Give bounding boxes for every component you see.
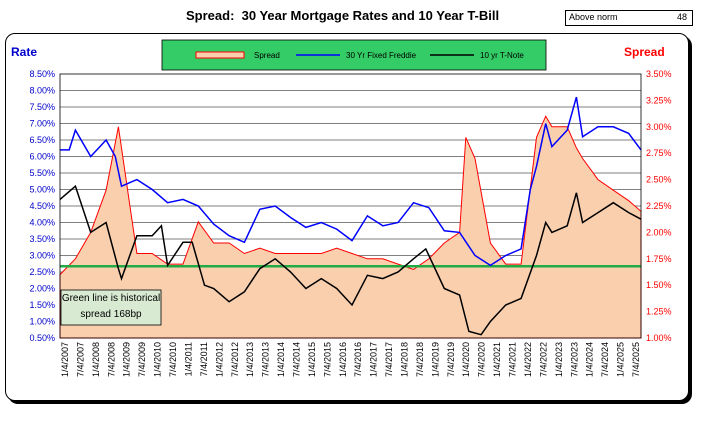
x-tick-label: 1/4/2011 xyxy=(183,342,193,376)
x-tick-label: 7/4/2013 xyxy=(261,342,271,377)
left-tick-label: 3.00% xyxy=(29,251,55,261)
right-tick-label: 2.00% xyxy=(646,227,672,237)
chart-title: Spread: 30 Year Mortgage Rates and 10 Ye… xyxy=(186,8,500,23)
x-tick-label: 1/4/2015 xyxy=(307,342,317,377)
left-tick-label: 8.50% xyxy=(29,69,55,79)
x-tick-label: 7/4/2020 xyxy=(477,342,487,377)
right-tick-label: 3.00% xyxy=(646,122,672,132)
left-tick-label: 5.00% xyxy=(29,185,55,195)
x-tick-label: 1/4/2023 xyxy=(554,342,564,377)
x-tick-label: 7/4/2021 xyxy=(508,342,518,377)
right-tick-label: 2.25% xyxy=(646,201,672,211)
x-tick-label: 7/4/2009 xyxy=(137,342,147,377)
left-tick-label: 6.50% xyxy=(29,135,55,145)
x-tick-label: 1/4/2012 xyxy=(214,342,224,377)
x-tick-label: 7/4/2007 xyxy=(75,342,85,377)
right-tick-label: 1.25% xyxy=(646,307,672,317)
x-tick-label: 1/4/2022 xyxy=(523,342,533,377)
series-freddie-line xyxy=(60,96,642,267)
x-tick-label: 7/4/2024 xyxy=(600,342,610,377)
x-tick-label: 1/4/2016 xyxy=(338,342,348,377)
right-tick-label: 1.00% xyxy=(646,333,672,343)
x-tick-label: 7/4/2011 xyxy=(199,342,209,376)
left-tick-label: 2.00% xyxy=(29,284,55,294)
x-tick-label: 7/4/2014 xyxy=(291,342,301,377)
x-tick-label: 7/4/2017 xyxy=(384,342,394,377)
x-tick-label: 7/4/2022 xyxy=(538,342,548,377)
right-tick-label: 2.75% xyxy=(646,148,672,158)
x-tick-label: 7/4/2019 xyxy=(446,342,456,377)
right-tick-label: 3.25% xyxy=(646,95,672,105)
above-norm-value: 48 xyxy=(676,12,687,22)
legend-swatch-spread xyxy=(195,51,245,59)
left-tick-label: 4.00% xyxy=(29,218,55,228)
legend-label-freddie: 30 Yr Fixed Freddie xyxy=(346,51,417,60)
x-tick-label: 1/4/2025 xyxy=(616,342,626,377)
left-tick-label: 7.50% xyxy=(29,102,55,112)
x-tick-label: 7/4/2018 xyxy=(415,342,425,377)
x-tick-label: 7/4/2023 xyxy=(569,342,579,377)
x-tick-label: 7/4/2010 xyxy=(168,342,178,377)
left-tick-label: 0.50% xyxy=(29,333,55,343)
x-tick-label: 7/4/2025 xyxy=(631,342,641,377)
legend-label-tnote: 10 yr T-Note xyxy=(480,51,524,60)
left-tick-label: 8.00% xyxy=(29,86,55,96)
left-tick-label: 1.50% xyxy=(29,300,55,310)
right-tick-label: 3.50% xyxy=(646,69,672,79)
x-tick-label: 7/4/2015 xyxy=(322,342,332,377)
left-tick-label: 3.50% xyxy=(29,234,55,244)
right-tick-label: 2.50% xyxy=(646,175,672,185)
x-tick-label: 7/4/2008 xyxy=(106,342,116,377)
left-tick-label: 1.00% xyxy=(29,317,55,327)
above-norm-box: Above norm 48 xyxy=(565,10,693,26)
series-tnote-line xyxy=(59,184,642,336)
right-tick-label: 1.75% xyxy=(646,254,672,264)
left-tick-label: 7.00% xyxy=(29,119,55,129)
x-tick-label: 1/4/2013 xyxy=(245,342,255,377)
x-tick-label: 1/4/2009 xyxy=(122,342,132,377)
right-axis-label: Spread xyxy=(624,45,665,59)
x-tick-label: 1/4/2008 xyxy=(91,342,101,377)
annotation-text: Green line is historical spread 168bp xyxy=(61,293,161,320)
x-tick-label: 1/4/2014 xyxy=(276,342,286,377)
left-tick-label: 4.50% xyxy=(29,201,55,211)
x-tick-label: 1/4/2019 xyxy=(430,342,440,377)
left-tick-label: 2.50% xyxy=(29,267,55,277)
x-tick-label: 1/4/2020 xyxy=(461,342,471,377)
plot-border xyxy=(59,73,642,339)
annotation-box: Green line is historical spread 168bp xyxy=(60,289,162,326)
x-tick-label: 1/4/2007 xyxy=(60,342,70,377)
right-tick-label: 1.50% xyxy=(646,280,672,290)
legend: Spread 30 Yr Fixed Freddie 10 yr T-Note xyxy=(161,39,547,71)
left-tick-label: 6.00% xyxy=(29,152,55,162)
x-tick-label: 1/4/2024 xyxy=(585,342,595,377)
left-tick-label: 5.50% xyxy=(29,168,55,178)
above-norm-label: Above norm xyxy=(569,12,618,22)
left-axis-label: Rate xyxy=(11,45,37,59)
legend-label-spread: Spread xyxy=(254,51,280,60)
x-tick-label: 1/4/2010 xyxy=(153,342,163,377)
x-tick-label: 7/4/2012 xyxy=(230,342,240,377)
x-tick-label: 1/4/2017 xyxy=(369,342,379,377)
annotation-rect xyxy=(60,289,162,326)
x-tick-label: 1/4/2021 xyxy=(492,342,502,377)
x-tick-label: 1/4/2018 xyxy=(400,342,410,377)
x-tick-label: 7/4/2016 xyxy=(353,342,363,377)
